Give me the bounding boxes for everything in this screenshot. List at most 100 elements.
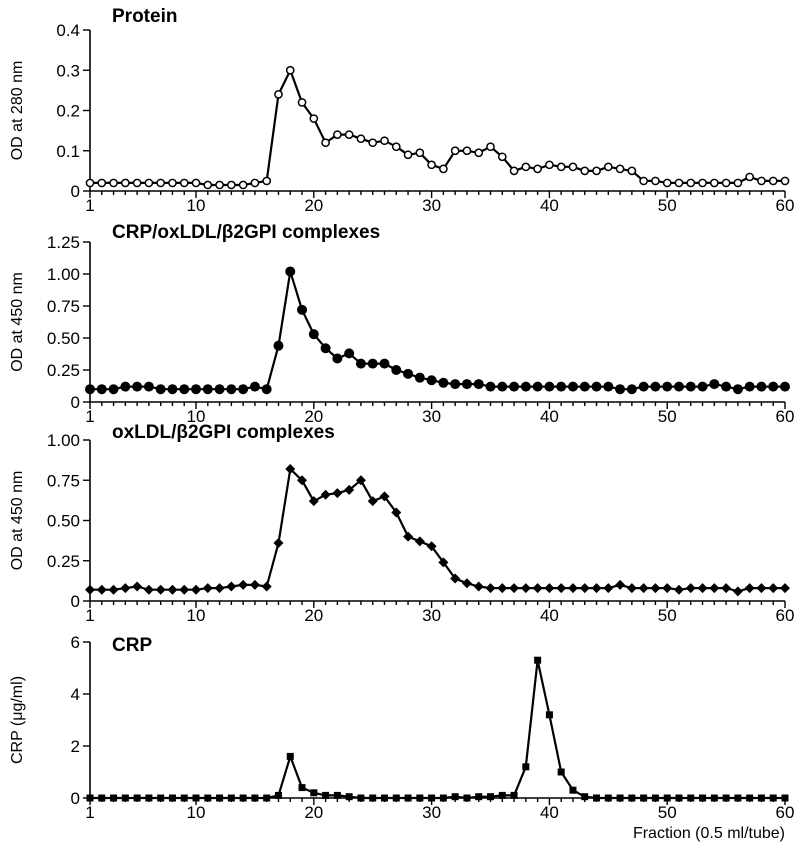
panel-title: Protein	[112, 6, 177, 27]
data-point-33	[461, 379, 472, 390]
data-point-29	[416, 794, 424, 802]
x-tick-label: 10	[187, 803, 206, 822]
y-axis-label: OD at 280 nm	[9, 61, 26, 161]
data-point-44	[591, 583, 602, 594]
data-point-15	[249, 381, 260, 392]
data-point-2	[96, 384, 107, 395]
data-point-52	[685, 381, 696, 392]
data-point-16	[261, 581, 272, 592]
data-point-44	[591, 381, 602, 392]
data-point-5	[132, 178, 142, 188]
data-point-1	[85, 178, 95, 188]
data-point-38	[522, 763, 530, 771]
data-point-43	[581, 793, 589, 801]
data-point-42	[568, 162, 578, 172]
x-tick-label: 20	[304, 196, 323, 215]
data-point-22	[332, 353, 343, 364]
data-point-41	[556, 583, 567, 594]
y-axis-label: CRP (μg/ml)	[9, 676, 26, 764]
x-tick-label: 40	[540, 196, 559, 215]
data-point-48	[639, 176, 648, 186]
x-tick-label: 30	[422, 407, 441, 426]
data-point-6	[145, 794, 153, 802]
data-point-24	[356, 134, 366, 144]
data-point-38	[520, 381, 531, 392]
x-tick-label: 20	[304, 803, 323, 822]
data-point-12	[214, 583, 225, 594]
data-point-34	[473, 581, 484, 592]
data-point-36	[497, 583, 508, 594]
panel-title: oxLDL/β2GPI complexes	[112, 422, 335, 443]
data-point-31	[439, 164, 448, 174]
data-point-37	[510, 791, 518, 799]
data-point-59	[768, 583, 779, 594]
data-point-47	[628, 794, 636, 802]
data-point-12	[215, 180, 224, 190]
data-point-28	[403, 531, 414, 542]
data-point-48	[640, 794, 648, 802]
data-point-54	[709, 379, 720, 390]
data-point-32	[450, 573, 461, 584]
data-point-23	[345, 793, 353, 801]
data-point-44	[593, 794, 601, 802]
data-point-39	[532, 381, 543, 392]
data-point-31	[438, 377, 449, 388]
data-point-24	[357, 794, 365, 802]
y-tick-label: 0.25	[47, 552, 80, 571]
data-point-8	[167, 384, 178, 395]
data-point-33	[461, 578, 472, 589]
data-point-56	[734, 794, 742, 802]
data-point-17	[273, 340, 284, 351]
x-tick-label: 10	[187, 196, 206, 215]
x-tick-label: 50	[658, 407, 677, 426]
data-point-27	[391, 507, 402, 518]
data-point-4	[120, 583, 131, 594]
y-tick-label: 2	[71, 737, 80, 756]
data-point-42	[569, 786, 577, 794]
data-point-23	[344, 348, 355, 359]
data-point-57	[744, 381, 755, 392]
data-point-12	[216, 794, 224, 802]
data-point-55	[721, 583, 732, 594]
data-point-52	[687, 794, 695, 802]
data-point-34	[473, 379, 484, 390]
data-point-52	[685, 583, 696, 594]
data-point-22	[333, 130, 342, 139]
data-point-49	[651, 176, 660, 186]
data-point-26	[380, 794, 388, 802]
data-point-57	[745, 172, 755, 182]
data-point-17	[274, 90, 283, 99]
x-tick-label: 20	[304, 606, 323, 625]
x-tick-label: 20	[304, 407, 323, 426]
data-point-36	[497, 152, 507, 162]
data-point-47	[626, 583, 637, 594]
chart-panel-3: 0 0.25 0.50 0.75 1.00 1 10 20 30 40 50 60 oxLDL/β2GP…	[9, 422, 794, 625]
series-line	[90, 69, 785, 187]
data-point-19	[297, 304, 308, 315]
y-tick-label: 0	[71, 592, 80, 611]
data-point-35	[485, 583, 496, 594]
data-point-4	[121, 794, 129, 802]
data-point-35	[487, 793, 495, 801]
y-tick-label: 0	[71, 393, 80, 412]
data-point-4	[120, 178, 130, 188]
x-tick-label: 1	[85, 407, 94, 426]
data-point-55	[721, 381, 732, 392]
data-point-60	[780, 583, 790, 594]
data-point-30	[428, 794, 436, 802]
y-tick-label: 0.1	[56, 142, 80, 161]
series-line	[90, 659, 785, 800]
data-point-57	[746, 794, 754, 802]
series-markers	[85, 266, 790, 395]
data-point-26	[379, 358, 390, 369]
data-point-27	[391, 365, 402, 375]
x-tick-label: 1	[85, 803, 94, 822]
data-point-37	[509, 166, 519, 176]
y-tick-label: 0.75	[47, 471, 80, 490]
data-point-8	[168, 794, 176, 802]
data-point-14	[238, 579, 249, 590]
x-tick-label: 10	[187, 407, 206, 426]
data-point-2	[97, 178, 107, 188]
data-point-2	[96, 584, 107, 595]
data-point-11	[202, 583, 213, 594]
